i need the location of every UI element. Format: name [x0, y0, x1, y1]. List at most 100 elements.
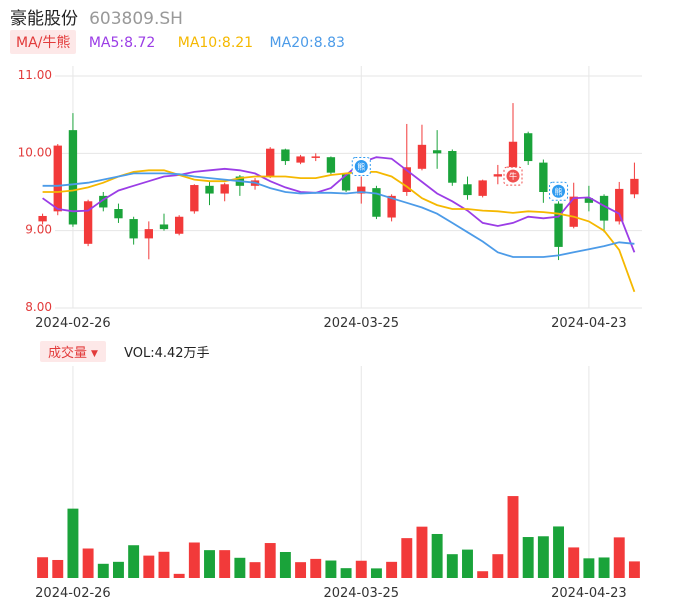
candle	[615, 181, 624, 225]
candle-body	[174, 216, 184, 234]
candle	[99, 192, 108, 212]
volume-bar	[310, 558, 322, 578]
candle	[220, 182, 229, 202]
candle-body	[584, 198, 594, 203]
candle-body	[402, 167, 411, 192]
candle	[144, 221, 153, 260]
candle-body	[615, 188, 624, 222]
volume-bar	[431, 533, 443, 578]
ma20-legend: MA20:8.83	[269, 35, 345, 51]
ma10-line	[42, 169, 636, 293]
candle	[159, 213, 169, 231]
volume-bar	[462, 549, 473, 578]
candle	[129, 216, 138, 245]
candle-body	[599, 195, 609, 221]
candle-body	[266, 148, 275, 177]
volume-bar	[158, 551, 170, 578]
y-tick-label: 11.00	[18, 68, 52, 82]
badge-circle	[354, 160, 368, 174]
candle-body	[220, 184, 229, 194]
volume-bar	[522, 537, 534, 578]
volume-bar	[188, 542, 200, 578]
volume-bar	[219, 550, 231, 578]
candle-body	[68, 130, 78, 225]
candle	[326, 156, 336, 175]
candle-body	[539, 162, 548, 192]
candle-body	[159, 224, 169, 230]
candle	[38, 213, 47, 225]
volume-bar	[279, 552, 291, 578]
candle-body	[326, 157, 336, 173]
candle-body	[114, 209, 123, 219]
candle-body	[129, 219, 138, 239]
candle-body	[372, 188, 381, 217]
bull-signal-icon: 牛	[503, 166, 523, 186]
volume-bar	[264, 543, 276, 578]
candle	[311, 153, 320, 162]
candle-body	[463, 184, 472, 196]
y-tick-label: 9.00	[25, 223, 52, 237]
badge-circle	[506, 169, 520, 183]
candle-body	[630, 178, 639, 195]
candle-body	[524, 133, 533, 162]
candle-body	[296, 156, 305, 163]
ma5-line	[42, 156, 636, 253]
candle-body	[493, 174, 503, 177]
ma-toggle-button[interactable]: MA/牛熊	[10, 30, 77, 54]
candle-body	[569, 196, 578, 227]
candle	[539, 159, 548, 203]
candle	[432, 130, 442, 169]
candle	[524, 131, 533, 165]
volume-bar	[340, 568, 352, 578]
candle-body	[99, 195, 108, 208]
candle	[205, 181, 214, 206]
candle	[83, 199, 93, 247]
candle-body	[448, 151, 457, 183]
candle-body	[38, 215, 47, 222]
candle	[417, 124, 427, 171]
volume-bar	[598, 557, 610, 578]
stock-name: 豪能股份	[10, 9, 78, 29]
candle-body	[205, 185, 214, 194]
candle	[448, 149, 457, 186]
volume-bar	[492, 554, 504, 578]
volume-indicator-dropdown[interactable]: 成交量 ▼	[40, 341, 106, 362]
candle	[584, 185, 594, 212]
volume-value: VOL:4.42万手	[124, 346, 210, 361]
ma10-legend: MA10:8.21	[177, 35, 254, 51]
volume-bar	[37, 557, 49, 578]
candle-body	[357, 186, 366, 194]
candle-body	[281, 149, 290, 162]
candle	[402, 123, 411, 196]
candle-body	[432, 150, 442, 154]
badge-label: 熊	[357, 162, 365, 172]
volume-bar	[477, 571, 489, 578]
volume-bar	[295, 562, 307, 578]
candle	[53, 144, 62, 216]
x-tick-label: 2024-02-26	[35, 316, 111, 331]
candle-body	[478, 180, 487, 196]
candle	[296, 154, 305, 165]
x-tick-label: 2024-03-25	[323, 316, 399, 331]
candle-body	[53, 145, 62, 212]
candle	[508, 103, 518, 179]
candle-body	[417, 144, 427, 169]
candle	[174, 215, 184, 236]
volume-bar	[173, 573, 185, 578]
candle-body	[190, 185, 199, 212]
candle	[569, 182, 578, 229]
candle	[114, 203, 123, 223]
volume-bar	[553, 526, 565, 578]
candle-body	[144, 229, 153, 239]
candle	[463, 176, 472, 200]
volume-bar	[507, 496, 519, 578]
candle-body	[387, 195, 396, 218]
candle	[554, 201, 563, 261]
volume-bar	[52, 559, 64, 578]
candle	[266, 147, 275, 179]
candle	[357, 176, 366, 204]
x-tick-label: 2024-04-23	[551, 586, 627, 601]
volume-bar	[446, 554, 458, 578]
volume-bar	[370, 568, 382, 578]
